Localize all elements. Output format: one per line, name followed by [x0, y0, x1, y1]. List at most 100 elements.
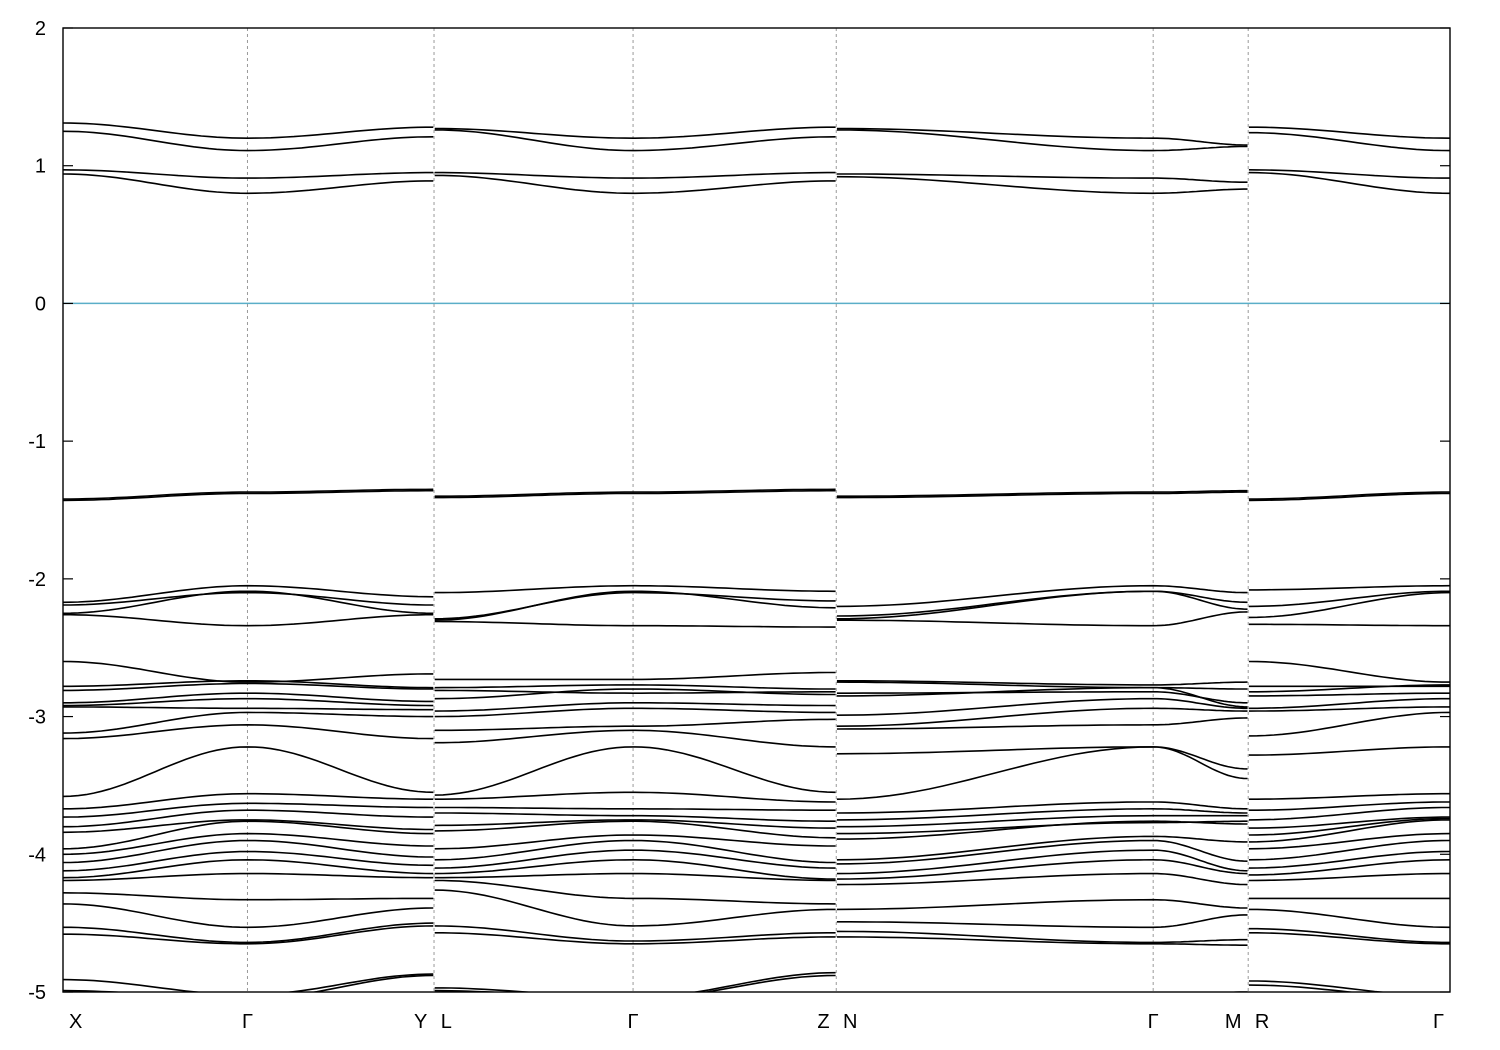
- band-line-seg3-b14: [1248, 697, 1450, 710]
- band-line-seg2-b2: [836, 173, 1248, 183]
- band-line-seg1-b22: [434, 819, 836, 829]
- band-line-seg2-b27: [836, 858, 1248, 880]
- band-line-seg3-b15: [1248, 706, 1450, 712]
- band-line-seg2-b18: [836, 746, 1248, 800]
- band-line-seg3-b3: [1248, 171, 1450, 195]
- band-line-seg1-b31: [434, 925, 836, 942]
- band-line-seg1-b32: [434, 932, 836, 945]
- band-line-seg2-b15: [836, 707, 1248, 727]
- band-line-seg1-b11: [434, 684, 836, 690]
- band-line-seg0-b10: [63, 660, 434, 683]
- band-line-seg0-b2: [63, 169, 434, 179]
- band-line-seg2-b31: [836, 930, 1248, 944]
- band-line-seg1-b28: [434, 872, 836, 882]
- band-line-seg2-b33: [1223, 991, 1248, 992]
- band-line-seg3-b33: [1248, 980, 1388, 992]
- band-line-seg1-b27: [434, 858, 836, 880]
- band-line-seg2-b21: [836, 814, 1248, 828]
- band-line-seg3-b23: [1248, 819, 1450, 843]
- band-line-seg0-b33: [63, 973, 434, 992]
- y-tick-label: 2: [35, 18, 46, 40]
- plot-frame: [62, 27, 1451, 993]
- band-line-seg0-b9: [63, 613, 434, 627]
- band-line-seg3-b26: [1248, 850, 1450, 869]
- band-line-seg1-b15: [434, 707, 836, 718]
- band-line-seg3-b8: [1248, 591, 1450, 619]
- band-line-seg0-b3: [63, 173, 434, 195]
- band-line-seg0-b17: [63, 723, 434, 740]
- band-line-seg1-b26: [434, 849, 836, 869]
- band-line-seg2-b34: [837, 998, 1248, 1001]
- band-line-seg2-b26: [836, 849, 1248, 875]
- band-line-seg3-b13: [1248, 692, 1450, 697]
- y-tick-label: -4: [28, 844, 46, 866]
- band-line-seg2-b7: [836, 590, 1248, 617]
- band-line-seg1-b33: [434, 971, 836, 992]
- band-line-seg3-b0: [1248, 126, 1450, 139]
- band-line-seg3-b4: [1248, 492, 1450, 502]
- band-line-seg3-b5: [1248, 491, 1450, 500]
- band-line-seg3-b17: [1248, 746, 1450, 756]
- band-line-seg3-b32: [1248, 932, 1450, 945]
- band-line-seg0-b7: [63, 591, 434, 606]
- energy-bands: [63, 122, 1450, 1001]
- band-line-seg1-b17: [434, 729, 836, 748]
- band-line-seg3-b1: [1248, 131, 1450, 152]
- band-line-seg1-b6: [434, 584, 836, 594]
- band-line-seg3-b7: [1248, 590, 1450, 608]
- band-line-seg0-b8: [63, 590, 434, 615]
- band-line-seg1-b19: [434, 791, 836, 803]
- band-line-seg0-b24: [63, 832, 434, 856]
- y-axis-tick-labels: -5 -4 -3 -2 -1 0 1 2: [28, 18, 46, 1004]
- band-line-seg0-b15: [63, 706, 434, 711]
- k-point-label: N: [843, 1011, 857, 1033]
- band-line-seg0-b4: [63, 489, 434, 502]
- band-line-seg3-b6: [1248, 584, 1450, 591]
- band-line-seg3-b27: [1248, 859, 1450, 876]
- band-line-seg3-b10: [1248, 660, 1450, 683]
- band-line-seg0-b34: [63, 974, 434, 992]
- band-line-seg0-b23: [63, 820, 434, 850]
- k-point-label: X: [69, 1011, 82, 1033]
- k-point-label: Γ: [628, 1011, 639, 1033]
- band-line-seg0-b1: [63, 130, 434, 152]
- band-line-seg1-b0: [434, 126, 836, 140]
- band-line-seg0-b0: [63, 122, 434, 140]
- band-line-seg2-b28: [836, 872, 1248, 886]
- band-line-seg0-b32: [63, 925, 434, 945]
- band-line-seg2-b5: [836, 489, 1248, 497]
- k-point-label: Γ: [1433, 1011, 1444, 1033]
- band-line-seg3-b9: [1248, 623, 1450, 627]
- band-line-seg0-b26: [63, 850, 434, 872]
- y-tick-label: 0: [35, 293, 46, 315]
- band-line-seg0-b21: [63, 809, 434, 828]
- band-line-seg1-b21: [434, 812, 836, 822]
- k-point-label: Z: [817, 1011, 829, 1033]
- band-line-seg1-b2: [434, 171, 836, 179]
- band-line-seg1-b5: [434, 488, 836, 497]
- band-line-seg1-b20: [434, 806, 836, 811]
- band-line-seg2-b6: [836, 584, 1248, 608]
- band-line-seg0-b19: [63, 792, 434, 810]
- k-point-label: R: [1255, 1011, 1269, 1033]
- band-line-seg2-b30: [836, 914, 1248, 929]
- band-line-seg3-b20: [1248, 806, 1450, 821]
- band-line-seg3-b34: [1248, 984, 1357, 992]
- band-line-seg1-b29: [434, 879, 836, 905]
- band-line-seg1-b25: [434, 839, 836, 864]
- band-line-seg0-b12: [63, 682, 434, 692]
- band-line-seg2-b8: [836, 590, 1248, 620]
- band-line-seg2-b13: [836, 686, 1248, 708]
- band-line-seg0-b27: [63, 858, 434, 879]
- band-line-seg1-b8: [434, 590, 836, 621]
- high-symmetry-lines: [246, 28, 1249, 992]
- band-line-seg2-b16: [836, 717, 1248, 730]
- k-point-label: M: [1225, 1011, 1242, 1033]
- band-line-seg3-b28: [1248, 872, 1450, 882]
- band-line-seg2-b4: [836, 491, 1248, 499]
- band-line-seg1-b4: [434, 489, 836, 499]
- y-tick-label: 1: [35, 156, 46, 178]
- band-line-seg2-b22: [836, 820, 1248, 835]
- band-line-seg1-b16: [434, 718, 836, 732]
